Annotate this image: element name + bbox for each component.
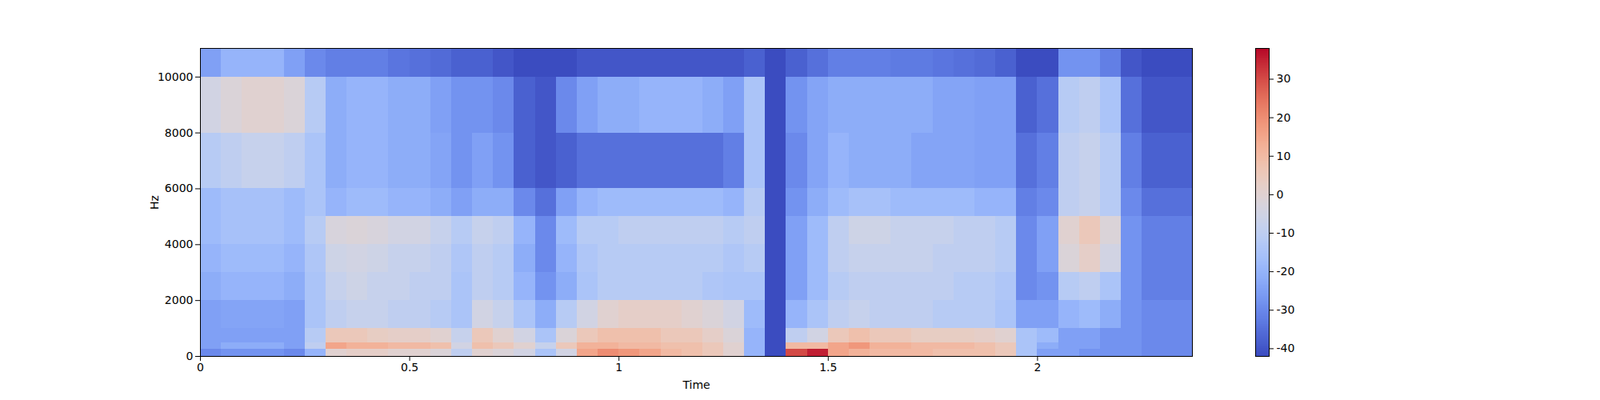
svg-text:0: 0 [186, 349, 194, 363]
svg-text:1.5: 1.5 [819, 360, 837, 374]
svg-text:0: 0 [1276, 188, 1284, 201]
svg-text:-30: -30 [1276, 303, 1296, 316]
svg-text:30: 30 [1276, 72, 1292, 85]
svg-text:-20: -20 [1276, 264, 1296, 278]
svg-text:Time: Time [681, 378, 710, 392]
svg-text:10000: 10000 [157, 70, 194, 84]
svg-text:-40: -40 [1276, 341, 1296, 355]
svg-text:0: 0 [196, 360, 204, 374]
svg-text:6000: 6000 [164, 181, 194, 195]
svg-text:10: 10 [1276, 149, 1292, 163]
svg-text:2: 2 [1033, 360, 1041, 374]
svg-text:2000: 2000 [164, 293, 194, 307]
svg-text:-10: -10 [1276, 226, 1296, 240]
svg-text:4000: 4000 [164, 237, 194, 251]
svg-text:1: 1 [615, 360, 623, 374]
svg-text:20: 20 [1276, 111, 1292, 124]
svg-text:8000: 8000 [164, 126, 194, 140]
svg-text:0.5: 0.5 [400, 360, 419, 374]
svg-text:Hz: Hz [148, 195, 161, 210]
